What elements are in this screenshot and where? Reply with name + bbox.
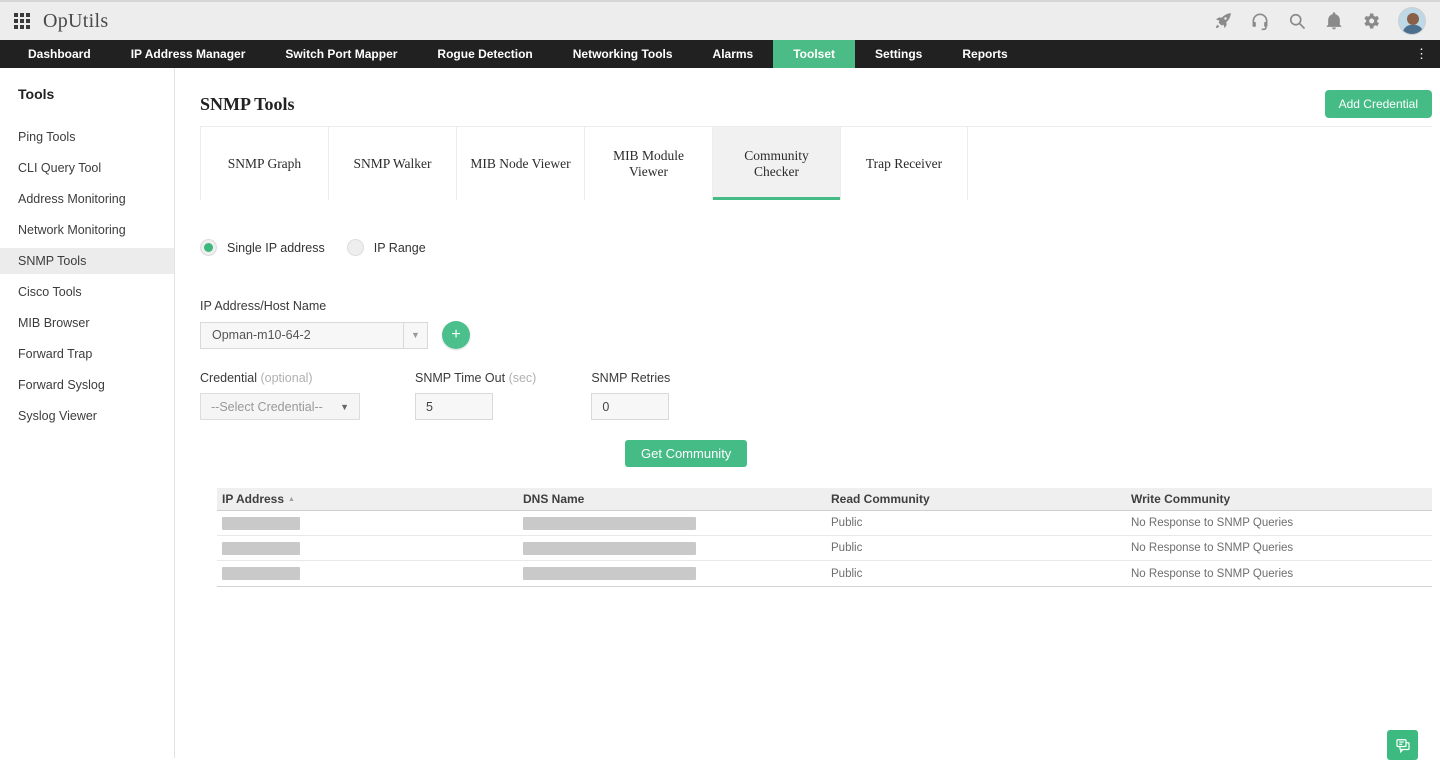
ip-range-radio[interactable] <box>346 239 364 256</box>
ip-address-label: IP Address/Host Name <box>200 299 327 313</box>
single-ip-radio-label[interactable]: Single IP address <box>227 240 325 255</box>
tab-community-checker[interactable]: Community Checker <box>712 127 840 200</box>
headset-icon[interactable] <box>1250 11 1270 31</box>
tab-mib-node-viewer[interactable]: MIB Node Viewer <box>456 127 584 200</box>
nav-item-dashboard[interactable]: Dashboard <box>28 47 91 61</box>
retries-input[interactable] <box>591 393 670 420</box>
user-avatar[interactable] <box>1398 7 1426 35</box>
caret-down-icon: ▼ <box>340 401 349 412</box>
sidebar-item-network-monitoring[interactable]: Network Monitoring <box>18 223 126 237</box>
sidebar-title: Tools <box>18 86 55 102</box>
sidebar-item-cisco-tools[interactable]: Cisco Tools <box>18 285 82 299</box>
credential-optional-label: (optional) <box>260 371 313 385</box>
sidebar-item-ping-tools[interactable]: Ping Tools <box>18 130 76 144</box>
redacted-dns-value <box>523 567 696 580</box>
table-row[interactable]: Public No Response to SNMP Queries <box>217 561 1432 586</box>
chat-bubbles-icon <box>1395 739 1410 754</box>
community-results-table: IP Address ▲ DNS Name Read Community Writ… <box>217 488 1432 587</box>
timeout-input[interactable] <box>415 393 493 420</box>
write-community-value: No Response to SNMP Queries <box>1131 542 1294 554</box>
sidebar-item-snmp-tools[interactable]: SNMP Tools <box>0 248 174 274</box>
tab-mib-module-viewer[interactable]: MIB Module Viewer <box>584 127 712 200</box>
snmp-tool-tabs: SNMP Graph SNMP Walker MIB Node Viewer M… <box>200 126 1432 200</box>
sort-asc-icon: ▲ <box>288 496 295 503</box>
retries-field: SNMP Retries <box>591 371 670 420</box>
top-header: OpUtils <box>0 0 1440 40</box>
sidebar-item-mib-browser[interactable]: MIB Browser <box>18 316 90 330</box>
sidebar-item-address-monitoring[interactable]: Address Monitoring <box>18 192 126 206</box>
table-row[interactable]: Public No Response to SNMP Queries <box>217 536 1432 561</box>
nav-item-ip-address-manager[interactable]: IP Address Manager <box>130 47 246 61</box>
redacted-ip-value <box>222 516 300 530</box>
get-community-button[interactable]: Get Community <box>625 440 748 467</box>
apps-grid-icon[interactable] <box>14 13 30 29</box>
tab-snmp-walker[interactable]: SNMP Walker <box>328 127 456 200</box>
sidebar-item-forward-trap[interactable]: Forward Trap <box>18 347 93 361</box>
nav-item-reports[interactable]: Reports <box>962 47 1008 61</box>
column-header-write-community[interactable]: Write Community <box>1131 492 1231 506</box>
nav-item-switch-port-mapper[interactable]: Switch Port Mapper <box>285 47 398 61</box>
nav-item-networking-tools[interactable]: Networking Tools <box>572 47 673 61</box>
tab-trap-receiver[interactable]: Trap Receiver <box>840 127 968 200</box>
ip-address-value: Opman-m10-64-2 <box>212 328 311 342</box>
search-icon[interactable] <box>1287 11 1307 31</box>
sidebar-item-cli-query-tool[interactable]: CLI Query Tool <box>18 161 102 175</box>
retries-label: SNMP Retries <box>591 371 671 385</box>
add-ip-button[interactable]: + <box>442 321 470 349</box>
bell-icon[interactable] <box>1324 11 1344 31</box>
timeout-label: SNMP Time Out <box>415 371 506 385</box>
read-community-value: Public <box>831 517 863 529</box>
kebab-vertical-icon[interactable]: ⋮ <box>1415 46 1428 61</box>
add-credential-button[interactable]: Add Credential <box>1324 90 1432 118</box>
credential-label: Credential <box>200 371 257 385</box>
ip-mode-radio-group: Single IP address IP Range <box>200 239 1432 256</box>
redacted-ip-value <box>222 541 300 555</box>
rocket-icon[interactable] <box>1213 11 1233 31</box>
redacted-dns-value <box>523 541 696 555</box>
redacted-ip-value <box>222 567 300 580</box>
nav-item-toolset[interactable]: Toolset <box>773 40 856 68</box>
credential-value: --Select Credential-- <box>211 399 323 414</box>
credential-select[interactable]: --Select Credential-- ▼ <box>200 393 360 420</box>
nav-item-settings[interactable]: Settings <box>875 47 923 61</box>
timeout-field: SNMP Time Out (sec) <box>415 371 536 420</box>
content-area: SNMP Tools Add Credential SNMP Graph SNM… <box>175 68 1440 758</box>
app-title: OpUtils <box>43 9 109 32</box>
main-nav: Dashboard IP Address Manager Switch Port… <box>0 40 1440 68</box>
table-header-row: IP Address ▲ DNS Name Read Community Writ… <box>217 488 1432 511</box>
write-community-value: No Response to SNMP Queries <box>1131 567 1294 580</box>
tab-snmp-graph[interactable]: SNMP Graph <box>200 127 328 200</box>
column-header-ip-address[interactable]: IP Address ▲ <box>222 492 295 506</box>
page-title: SNMP Tools <box>200 93 295 114</box>
read-community-value: Public <box>831 567 863 580</box>
sidebar-item-forward-syslog[interactable]: Forward Syslog <box>18 378 105 392</box>
single-ip-radio[interactable] <box>200 239 217 256</box>
ip-address-dropdown[interactable]: Opman-m10-64-2 ▼ <box>200 321 428 349</box>
table-row[interactable]: Public No Response to SNMP Queries <box>217 511 1432 536</box>
nav-item-alarms[interactable]: Alarms <box>712 47 754 61</box>
credential-field: Credential (optional) --Select Credentia… <box>200 371 360 420</box>
gear-icon[interactable] <box>1361 11 1381 31</box>
ip-range-radio-label[interactable]: IP Range <box>373 240 426 255</box>
column-header-read-community[interactable]: Read Community <box>831 492 930 506</box>
live-chat-button[interactable] <box>1387 730 1418 760</box>
chevron-down-icon[interactable]: ▼ <box>403 322 427 348</box>
timeout-unit-label: (sec) <box>508 371 537 385</box>
tools-sidebar: Tools Ping Tools CLI Query Tool Address … <box>0 68 175 758</box>
write-community-value: No Response to SNMP Queries <box>1131 517 1294 529</box>
nav-item-rogue-detection[interactable]: Rogue Detection <box>437 47 533 61</box>
redacted-dns-value <box>523 516 696 530</box>
column-header-dns-name[interactable]: DNS Name <box>523 492 585 506</box>
sidebar-item-syslog-viewer[interactable]: Syslog Viewer <box>18 409 97 423</box>
read-community-value: Public <box>831 542 863 554</box>
